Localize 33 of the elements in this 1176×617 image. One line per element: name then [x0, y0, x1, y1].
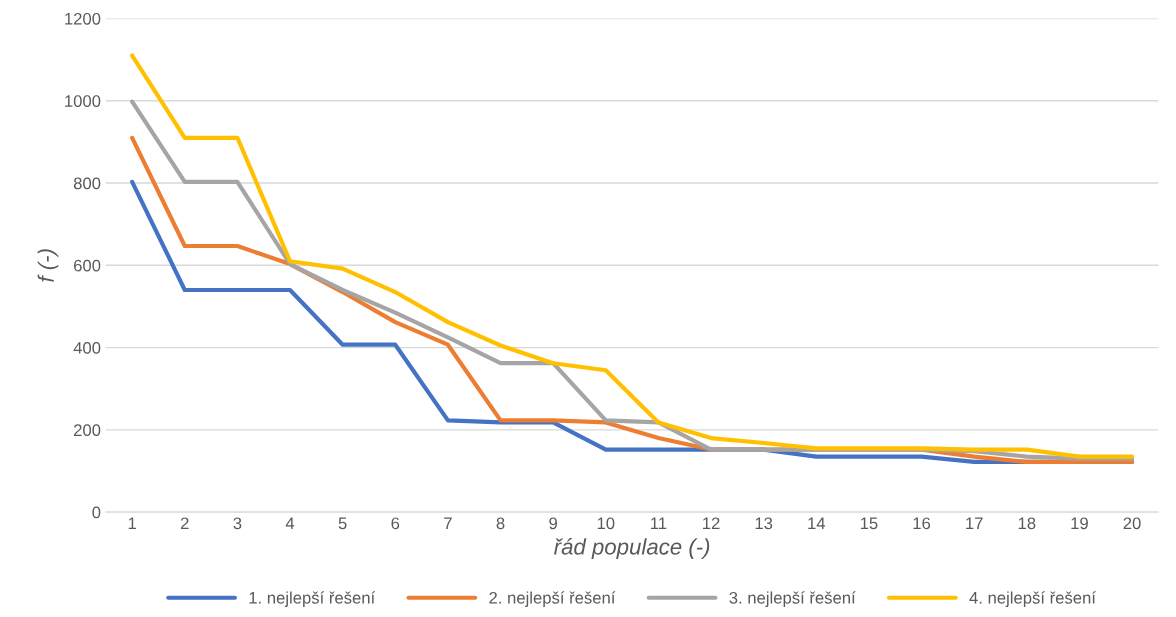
x-tick-label: 14	[808, 517, 826, 530]
legend-label: 2. nejlepší řešení	[489, 591, 616, 608]
y-tick-label: 200	[74, 424, 101, 437]
legend-label: 1. nejlepší řešení	[249, 591, 376, 608]
x-tick-label: 2	[180, 517, 189, 530]
x-tick-label: 11	[651, 517, 667, 530]
x-tick-label: 10	[597, 517, 615, 530]
x-tick-label: 19	[1071, 517, 1088, 530]
x-axis-title: řád populace (-)	[554, 538, 710, 560]
x-tick-label: 18	[1018, 517, 1036, 530]
x-tick-label: 3	[233, 517, 242, 530]
x-tick-label: 13	[755, 517, 773, 530]
y-tick-label: 1200	[65, 12, 101, 25]
x-tick-label: 5	[338, 517, 347, 530]
y-tick-label: 0	[92, 506, 101, 519]
x-tick-label: 1	[128, 517, 136, 530]
y-tick-label: 600	[74, 259, 101, 272]
x-tick-label: 20	[1123, 517, 1141, 530]
x-tick-label: 15	[860, 517, 878, 530]
x-tick-label: 12	[703, 517, 720, 530]
y-tick-label: 800	[73, 177, 101, 190]
legend-label: 3. nejlepší řešení	[729, 591, 856, 608]
y-axis-title: f (-)	[37, 249, 59, 282]
x-tick-label: 9	[549, 517, 558, 530]
x-tick-label: 7	[444, 517, 452, 530]
legend-label: 4. nejlepší řešení	[969, 591, 1096, 608]
x-tick-label: 8	[496, 517, 505, 530]
y-tick-label: 400	[73, 341, 101, 354]
x-tick-label: 6	[391, 517, 400, 530]
x-tick-label: 17	[966, 517, 983, 530]
x-tick-label: 16	[913, 517, 931, 530]
x-tick-label: 4	[285, 517, 295, 530]
y-tick-label: 1000	[65, 95, 101, 107]
